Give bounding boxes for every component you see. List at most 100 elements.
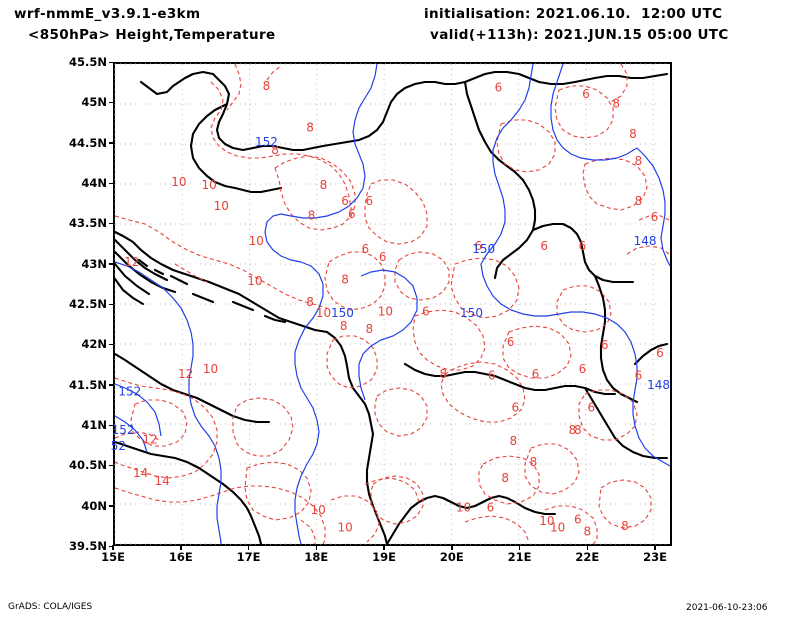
contour-label: 10 [316, 306, 331, 320]
x-tick-mark [180, 545, 182, 550]
contour-label: 14 [133, 466, 148, 480]
contour-label: 10 [171, 175, 186, 189]
contour-label: 6 [574, 513, 582, 527]
contour-label: 8 [635, 154, 643, 168]
contour-label: 8 [509, 434, 517, 448]
contour-label: 6 [651, 210, 659, 224]
y-tick-label: 45N [81, 95, 107, 110]
contour-label: 6 [507, 335, 515, 349]
contour-label: 152 [112, 423, 135, 437]
y-tick-label: 41N [81, 418, 107, 432]
y-tick-label: 44N [81, 176, 107, 190]
contour-label: 8 [365, 322, 373, 336]
render-stamp: 2021-06-10-23:06 [686, 603, 768, 613]
contour-label: 12 [142, 433, 157, 447]
contour-label: 8 [439, 367, 447, 381]
x-tick-label: 19E [372, 550, 396, 564]
y-tick-mark [109, 505, 114, 507]
contour-label: 6 [365, 194, 373, 208]
y-tick-mark [109, 101, 114, 104]
contour-label: 150 [331, 306, 354, 320]
x-tick-label: 22E [575, 550, 600, 564]
y-tick-mark [109, 263, 114, 265]
contour-label: 8 [583, 525, 591, 539]
y-tick-label: 43.5N [69, 216, 107, 231]
contour-label: 8 [569, 423, 577, 437]
y-tick-label: 44.5N [69, 135, 107, 150]
contour-label: 6 [579, 362, 587, 376]
y-tick-mark [109, 182, 114, 184]
y-tick-label: 42.5N [69, 297, 107, 311]
x-tick-mark [383, 545, 385, 550]
x-tick-mark [112, 545, 114, 550]
y-tick-label: 39.5N [69, 539, 107, 553]
x-tick-mark [518, 545, 521, 550]
contour-label: 8 [574, 423, 582, 437]
contour-label: 14 [154, 474, 169, 488]
contour-label: 6 [656, 346, 664, 360]
x-tick-label: 23E [643, 550, 667, 564]
contour-label: 152 [118, 385, 141, 399]
contour-label: 52 [111, 439, 126, 453]
contour-label: 10 [214, 199, 229, 213]
contour-label: 8 [635, 194, 643, 208]
contour-label: 10 [247, 274, 262, 288]
contour-label: 8 [271, 143, 279, 157]
contour-label: 10 [249, 234, 264, 248]
contour-label: 6 [579, 239, 587, 253]
contour-label: 8 [530, 455, 538, 469]
contour-label: 10 [378, 305, 393, 319]
contour-label: 6 [341, 194, 349, 208]
y-tick-label: 41.5N [69, 377, 107, 392]
contour-label: 8 [306, 121, 314, 135]
contour-label: 10 [311, 503, 326, 517]
temperature-contour-layer [114, 63, 670, 545]
grid-lines [114, 63, 670, 545]
contour-label: 6 [361, 242, 369, 256]
grads-credit: GrADS: COLA/IGES [8, 602, 93, 612]
contour-label: 6 [532, 367, 540, 381]
x-tick-label: 18E [304, 550, 329, 564]
contour-label: 8 [501, 471, 509, 485]
map-plot-frame: 8 8 8 8 10 10 10 6 6 6 8 10 6 6 12 10 8 8 10 10 6 8 8 6 6 6 6 6 8 8 8 8… [111, 62, 672, 546]
y-tick-mark [109, 343, 114, 346]
contour-label: 6 [422, 305, 430, 319]
y-tick-mark [109, 464, 114, 467]
y-tick-mark [109, 222, 114, 225]
contour-label: 8 [263, 79, 271, 93]
level-fields-title: <850hPa> Height,Temperature [28, 27, 276, 43]
y-tick-mark [109, 303, 114, 305]
contour-label: 8 [306, 295, 314, 309]
contour-label: 10 [337, 521, 352, 535]
x-tick-mark [586, 545, 589, 550]
contour-label: 6 [488, 369, 496, 383]
contour-label: 6 [495, 81, 503, 95]
contour-label: 12 [178, 367, 193, 381]
y-tick-mark [109, 142, 114, 144]
y-tick-label: 43N [81, 256, 107, 271]
initialisation-time: initialisation: 2021.06.10. 12:00 UTC [424, 6, 723, 22]
contour-label: 6 [601, 338, 609, 352]
contour-label: 10 [456, 501, 471, 515]
contour-label: 6 [582, 87, 590, 101]
y-tick-mark [109, 545, 114, 547]
x-tick-label: 17E [236, 550, 261, 564]
y-tick-mark [109, 424, 114, 426]
contour-label: 152 [255, 135, 278, 149]
y-tick-label: 45.5N [69, 55, 107, 69]
valid-time: valid(+113h): 2021.JUN.15 05:00 UTC [430, 27, 729, 43]
contour-label: 8 [340, 319, 348, 333]
contour-label: 8 [308, 209, 316, 223]
contour-label: 6 [487, 501, 495, 515]
contour-label: 6 [540, 239, 548, 253]
contour-label: 8 [320, 178, 328, 192]
x-tick-label: 21E [507, 550, 532, 564]
contour-label: 6 [379, 250, 387, 264]
coastline-borders-layer [113, 70, 669, 546]
x-tick-mark [654, 545, 656, 550]
contour-label: 6 [348, 207, 356, 221]
contour-label: 8 [612, 97, 620, 111]
contour-label: 6 [474, 239, 482, 253]
